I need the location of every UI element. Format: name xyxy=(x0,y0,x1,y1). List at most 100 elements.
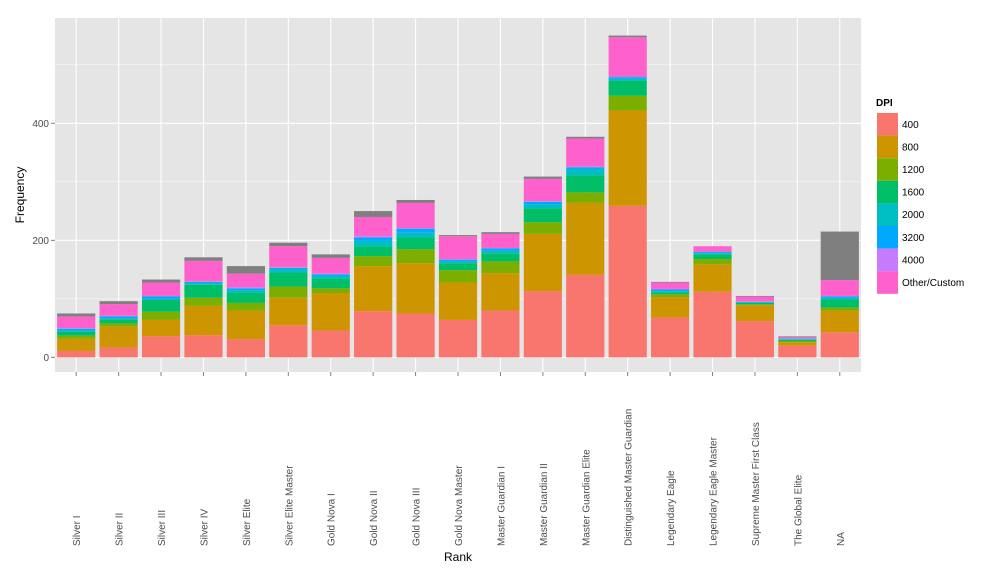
bar-segment xyxy=(184,305,223,336)
bar-segment xyxy=(778,340,817,343)
bar-segment xyxy=(651,291,690,293)
bar-segment xyxy=(651,282,690,289)
bar-segment xyxy=(693,251,732,253)
bar-segment xyxy=(269,267,308,270)
bar-segment xyxy=(608,78,647,81)
bar-segment xyxy=(481,261,520,274)
legend-key xyxy=(877,158,898,181)
bar-segment xyxy=(354,266,393,312)
bar-segment xyxy=(311,276,350,279)
bar-segment xyxy=(481,248,520,251)
bar-segment xyxy=(269,272,308,287)
bar-segment xyxy=(226,288,265,291)
bar-segment xyxy=(57,330,96,332)
bar-segment xyxy=(141,295,181,297)
legend-label: 400 xyxy=(902,120,919,131)
bar-segment xyxy=(693,246,732,252)
bar-segment xyxy=(57,335,96,339)
bar-segment xyxy=(354,256,393,267)
bar-segment xyxy=(481,310,520,358)
bar-segment xyxy=(820,299,859,308)
bar-segment xyxy=(57,350,96,358)
bar-segment xyxy=(226,273,265,288)
bar-segment xyxy=(523,178,562,202)
bar-segment xyxy=(735,301,775,303)
x-tick-label: Legendary Eagle xyxy=(666,470,677,546)
bar-segment xyxy=(184,283,223,285)
bar-segment xyxy=(141,319,181,337)
bar-segment xyxy=(311,293,350,331)
bar-segment xyxy=(269,267,308,268)
bar-segment xyxy=(735,302,775,303)
bar-segment xyxy=(184,260,223,282)
bar-segment xyxy=(523,208,562,223)
bar-segment xyxy=(57,328,96,329)
bar-segment xyxy=(566,166,605,168)
bar-segment xyxy=(481,233,520,248)
bar-segment xyxy=(438,236,478,260)
bar-segment xyxy=(226,266,265,274)
bar-segment xyxy=(566,167,605,169)
bar-segment xyxy=(438,263,478,271)
bar-segment xyxy=(523,291,562,358)
bar-segment xyxy=(608,110,647,206)
bar-segment xyxy=(735,302,775,305)
legend-key xyxy=(877,248,898,272)
bar-segment xyxy=(269,297,308,326)
bar-segment xyxy=(354,211,393,217)
bar-segment xyxy=(57,313,96,317)
bar-segment xyxy=(523,201,562,205)
bar-segment xyxy=(608,95,647,111)
bar-segment xyxy=(523,201,562,202)
bar-segment xyxy=(141,336,181,358)
bar-segment xyxy=(438,270,478,283)
legend-label: 1200 xyxy=(902,165,925,176)
bar-segment xyxy=(99,319,138,324)
bar-segment xyxy=(820,310,859,333)
bar-segment xyxy=(608,80,647,96)
bar-segment xyxy=(99,318,138,320)
bar-segment xyxy=(311,254,350,258)
bar-segment xyxy=(735,321,775,358)
bar-segment xyxy=(438,259,478,260)
x-axis-title: Rank xyxy=(444,550,473,564)
x-tick-label: Silver IV xyxy=(199,508,210,546)
bar-segment xyxy=(566,168,605,176)
bar-segment xyxy=(693,252,732,254)
bar-segment xyxy=(226,293,265,303)
y-axis: 0 200 400 xyxy=(32,119,55,364)
bar-segment xyxy=(608,77,647,79)
bar-segment xyxy=(481,250,520,254)
bar-segment xyxy=(396,237,435,250)
bar-segment xyxy=(141,300,181,312)
bar-segment xyxy=(226,287,265,289)
bar-segment xyxy=(396,249,435,264)
bar-segment xyxy=(651,317,690,358)
bar-segment xyxy=(566,202,605,275)
bar-segment xyxy=(141,298,181,301)
bar-segment xyxy=(566,136,605,139)
bar-segment xyxy=(396,199,435,203)
legend-label: 4000 xyxy=(902,255,925,266)
bar-segment xyxy=(99,323,138,327)
x-tick-label: Master Guardian II xyxy=(539,463,550,546)
bar-segment xyxy=(141,311,181,320)
bar-segment xyxy=(396,202,435,229)
bar-segment xyxy=(396,232,435,238)
bar-segment xyxy=(57,316,96,329)
bar-segment xyxy=(778,339,817,341)
bar-segment xyxy=(438,259,478,262)
bar-segment xyxy=(396,228,435,229)
x-tick-label: Silver I xyxy=(72,515,83,546)
bar-segment xyxy=(481,273,520,311)
bar-segment xyxy=(778,338,817,340)
bar-segment xyxy=(354,237,393,241)
x-tick-label: NA xyxy=(836,532,847,546)
legend-key xyxy=(877,226,898,249)
bar-segment xyxy=(226,302,265,311)
legend-label: 3200 xyxy=(902,233,925,244)
bar-segment xyxy=(226,339,265,358)
bar-segment xyxy=(820,296,859,298)
bar-segment xyxy=(99,347,138,358)
bar-segment xyxy=(184,297,223,306)
